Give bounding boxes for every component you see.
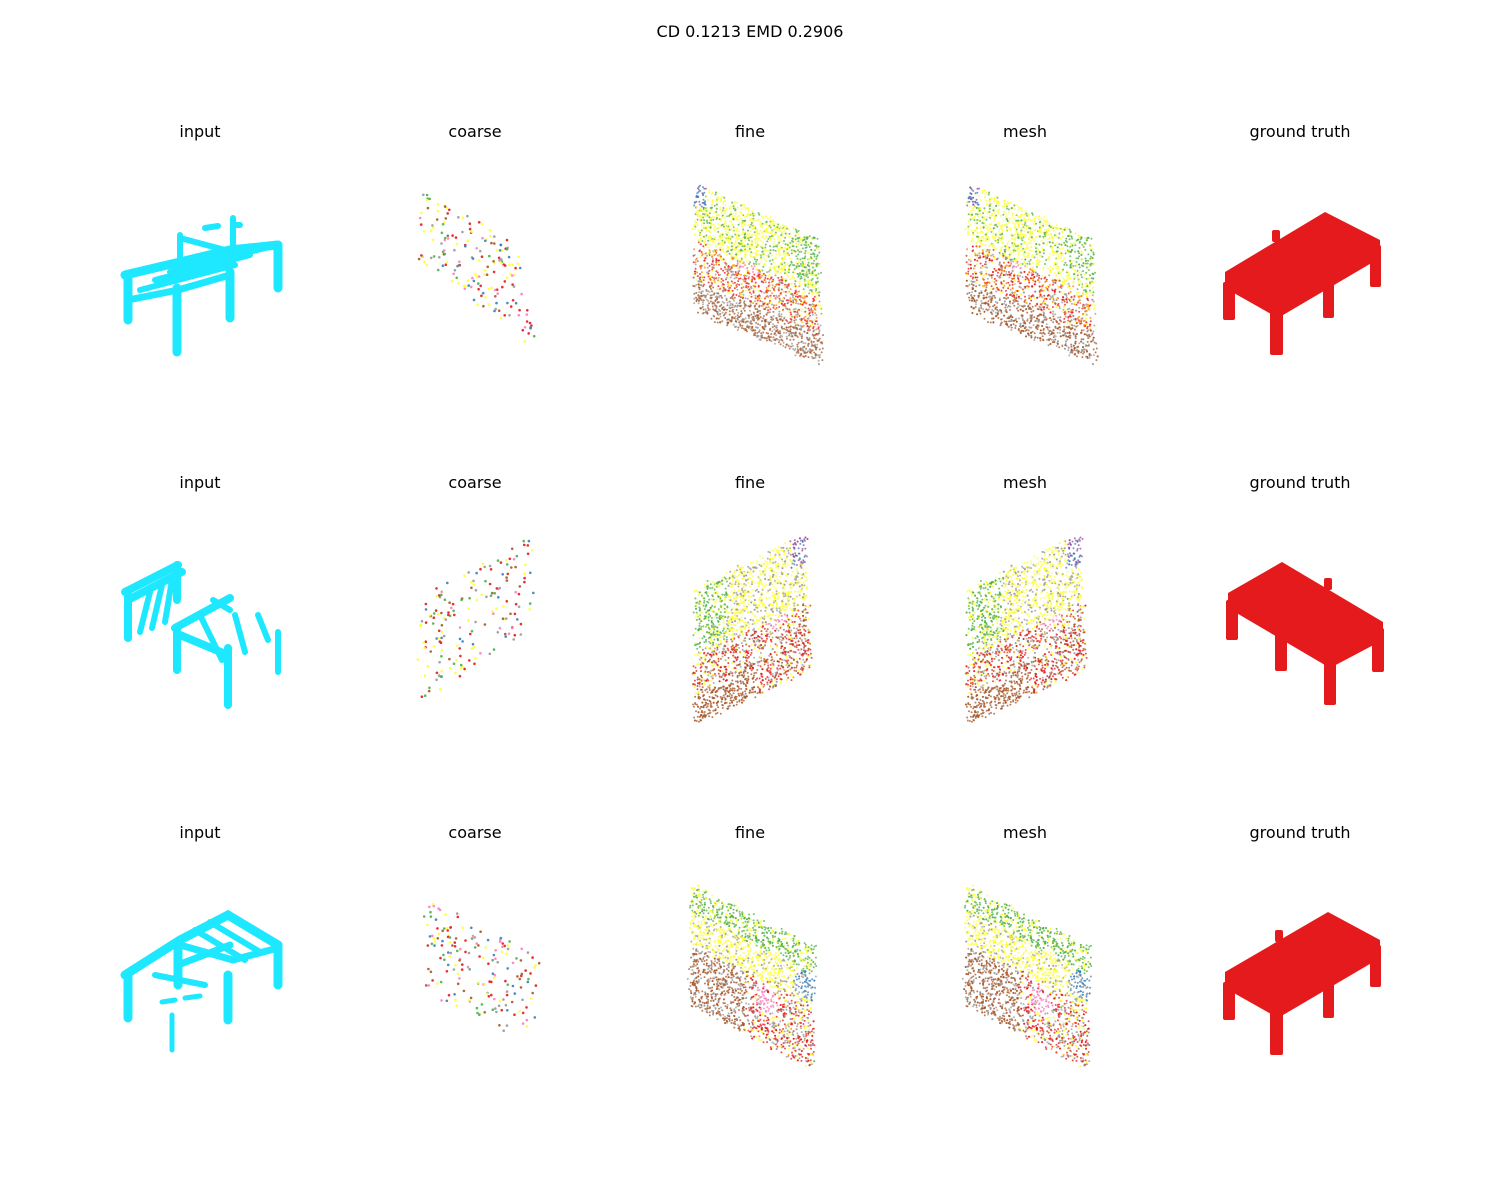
panel-title-coarse: coarse [448, 823, 502, 842]
panel-title-input: input [179, 473, 221, 492]
ground-truth-point-cloud [1223, 212, 1381, 355]
panel-title-input: input [179, 122, 221, 141]
figure-title: CD 0.1213 EMD 0.2906 [656, 22, 844, 41]
input-point-cloud [121, 561, 281, 709]
coarse-point-cloud [417, 193, 536, 343]
input-point-cloud [120, 215, 283, 357]
mesh-point-cloud [961, 884, 1093, 1067]
panel-title-fine: fine [734, 473, 766, 492]
panel-title-coarse: coarse [448, 122, 502, 141]
panel-title-ground-truth: ground truth [1249, 473, 1351, 492]
ground-truth-point-cloud [1226, 562, 1384, 705]
input-point-cloud [120, 909, 283, 1053]
panel-title-coarse: coarse [448, 473, 502, 492]
mesh-point-cloud [964, 186, 1099, 366]
panel-title-fine: fine [734, 823, 766, 842]
panel-title-mesh: mesh [1003, 122, 1047, 141]
ground-truth-point-cloud [1223, 912, 1381, 1055]
generated-point-clouds [416, 184, 1099, 1067]
fine-point-cloud [691, 536, 813, 723]
fine-point-cloud [691, 184, 825, 366]
panel-title-input: input [179, 823, 221, 842]
panel-title-mesh: mesh [1003, 823, 1047, 842]
panel-title-mesh: mesh [1003, 473, 1047, 492]
panel-title-ground-truth: ground truth [1249, 823, 1351, 842]
mesh-point-cloud [964, 536, 1088, 723]
fine-point-cloud [686, 884, 818, 1067]
coarse-point-cloud [422, 902, 541, 1032]
panel-title-fine: fine [734, 122, 766, 141]
panel-title-ground-truth: ground truth [1249, 122, 1351, 141]
coarse-point-cloud [416, 539, 535, 698]
